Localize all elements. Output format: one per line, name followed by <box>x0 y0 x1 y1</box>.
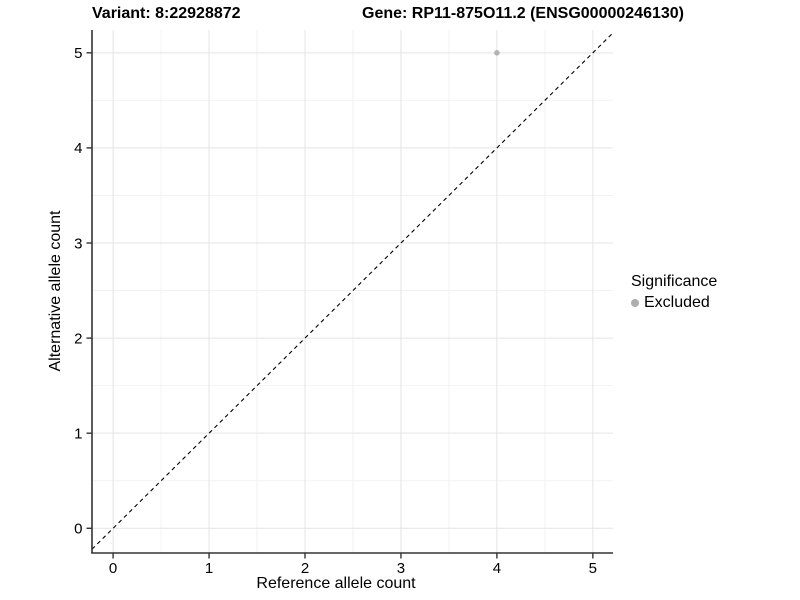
svg-text:0: 0 <box>74 521 82 538</box>
x-axis-title: Reference allele count <box>256 575 416 592</box>
svg-text:0: 0 <box>109 560 117 577</box>
svg-text:3: 3 <box>74 235 82 252</box>
svg-text:5: 5 <box>589 560 597 577</box>
legend-item-label: Excluded <box>644 294 710 311</box>
legend-title: Significance <box>631 273 718 290</box>
scatter-plot-canvas: 0 1 2 3 4 5 0 1 2 3 4 5 <box>74 30 613 577</box>
variant-title: Variant: 8:22928872 <box>92 5 241 22</box>
legend-item-excluded: Excluded <box>631 294 717 312</box>
svg-text:4: 4 <box>74 140 82 157</box>
y-axis-title: Alternative allele count <box>47 210 64 372</box>
svg-text:1: 1 <box>205 560 213 577</box>
svg-text:3: 3 <box>397 560 405 577</box>
svg-text:5: 5 <box>74 45 82 62</box>
svg-text:1: 1 <box>74 425 82 442</box>
legend: Significance Excluded <box>631 273 717 312</box>
svg-text:2: 2 <box>74 330 82 347</box>
svg-text:2: 2 <box>301 560 309 577</box>
legend-point-icon <box>631 299 639 307</box>
svg-text:4: 4 <box>493 560 501 577</box>
gene-title: Gene: RP11-875O11.2 (ENSG00000246130) <box>362 5 684 22</box>
